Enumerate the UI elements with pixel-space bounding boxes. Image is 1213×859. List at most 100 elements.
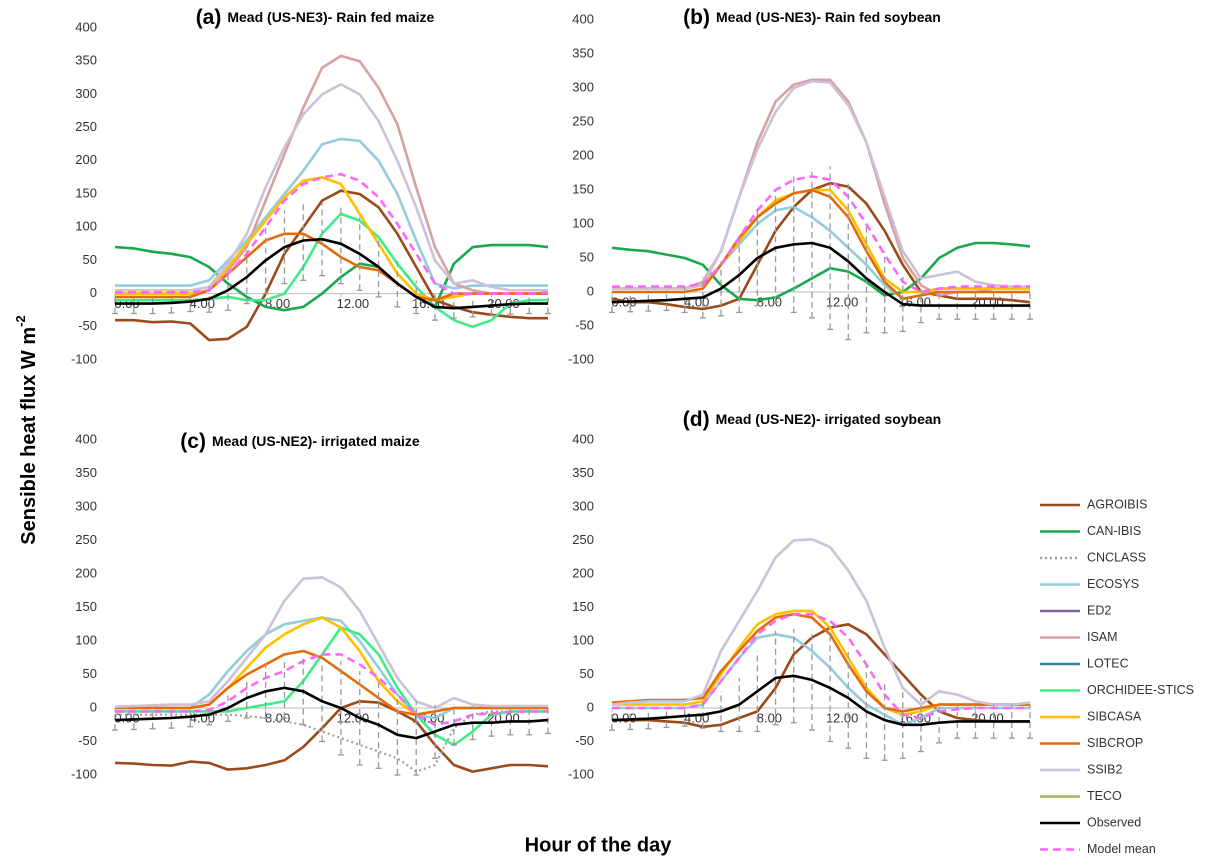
legend-label: CNCLASS [1087, 550, 1146, 564]
y-tick-label: 350 [75, 465, 97, 480]
error-bar [243, 250, 250, 305]
panel-title-text: Mead (US-NE2)- irrigated soybean [716, 411, 942, 427]
y-tick-label: -50 [78, 318, 97, 333]
y-tick-label: -100 [568, 766, 594, 781]
legend-label: LOTEC [1087, 656, 1129, 670]
error-bar [736, 677, 743, 733]
y-tick-label: 350 [75, 53, 97, 68]
y-tick-label: 400 [572, 11, 594, 26]
series-line [115, 189, 548, 342]
y-axis-title: Sensible heat flux W m-2 [13, 315, 40, 544]
series-line [115, 172, 549, 295]
y-tick-label: 350 [572, 45, 594, 60]
series-line [611, 537, 1031, 706]
series-line [612, 633, 1030, 727]
error-bar [130, 293, 137, 315]
panel-letter: (a) [196, 6, 222, 29]
series-line [612, 205, 1030, 301]
legend-label: SIBCROP [1087, 736, 1143, 750]
error-bar [488, 295, 495, 317]
y-tick-label: 150 [75, 599, 97, 614]
error-bar [337, 661, 344, 756]
error-bar [718, 261, 725, 317]
series-line [115, 237, 548, 310]
legend-label: CAN-IBIS [1087, 524, 1141, 538]
error-bar [224, 270, 231, 311]
series-line [115, 83, 548, 292]
y-tick-label: 200 [572, 565, 594, 580]
error-bar [790, 628, 797, 724]
series-line [114, 686, 549, 740]
y-tick-label: 0 [587, 699, 594, 714]
panel-title: (c) Mead (US-NE2)- irrigated maize [180, 430, 420, 453]
error-bar [112, 293, 118, 315]
series-line [115, 137, 548, 290]
error-bar [432, 704, 439, 759]
series-line [612, 623, 1030, 729]
legend-label: Model mean [1087, 842, 1156, 856]
error-bar [845, 183, 852, 341]
y-tick-label: -50 [78, 733, 97, 748]
error-bar [790, 176, 797, 314]
legend-label: TECO [1087, 789, 1122, 803]
x-tick-label: 12.00 [337, 710, 370, 725]
error-bar [917, 697, 924, 753]
y-tick-label: 300 [572, 498, 594, 513]
error-bar [300, 200, 307, 281]
error-bar [356, 217, 363, 291]
series-line [115, 649, 548, 716]
error-bar [450, 298, 457, 319]
y-tick-label: 300 [75, 498, 97, 513]
y-tick-label: 0 [90, 699, 97, 714]
panel-letter: (c) [180, 430, 206, 453]
error-bar [954, 704, 961, 739]
legend-label: Observed [1087, 815, 1141, 829]
y-tick-label: 400 [75, 431, 97, 446]
x-tick-label: 0.00 [611, 710, 636, 725]
series-line [612, 79, 1030, 290]
error-bar [469, 705, 476, 741]
x-tick-label: 12.00 [337, 296, 370, 311]
panel-title: (a) Mead (US-NE3)- Rain fed maize [196, 6, 435, 29]
y-tick-label: 300 [75, 86, 97, 101]
y-tick-label: 200 [75, 152, 97, 167]
y-tick-label: 100 [572, 632, 594, 647]
legend-label: SSIB2 [1087, 762, 1122, 776]
y-tick-label: 100 [75, 219, 97, 234]
y-tick-label: 250 [572, 532, 594, 547]
series-line [115, 616, 548, 720]
y-tick-label: 200 [75, 565, 97, 580]
y-tick-label: 150 [572, 599, 594, 614]
y-tick-label: 250 [572, 113, 594, 128]
error-bar [1027, 704, 1033, 739]
y-tick-label: 0 [587, 283, 594, 298]
y-tick-label: 350 [572, 465, 594, 480]
error-bar [149, 293, 156, 315]
error-bar [972, 704, 979, 739]
error-bar [754, 210, 761, 307]
x-tick-label: 8.00 [757, 710, 782, 725]
y-tick-label: 250 [75, 119, 97, 134]
y-axis-title-text: Sensible heat flux W m [18, 327, 40, 545]
error-bar [507, 294, 514, 315]
error-bar [772, 630, 779, 726]
series-line [611, 241, 1030, 307]
error-bar [1008, 704, 1015, 739]
error-bar [469, 296, 476, 318]
y-tick-label: 100 [75, 632, 97, 647]
y-tick-label: 50 [83, 252, 97, 267]
y-tick-label: 400 [572, 431, 594, 446]
legend-label: SIBCASA [1087, 709, 1142, 723]
y-tick-label: 150 [75, 185, 97, 200]
error-bar [337, 203, 344, 285]
y-tick-label: -50 [575, 317, 594, 332]
y-tick-label: -100 [71, 351, 97, 366]
error-bar [319, 202, 326, 277]
series-line [115, 616, 548, 716]
x-axis-title: Hour of the day [525, 834, 673, 856]
y-axis-title-sup: -2 [13, 315, 28, 327]
y-tick-label: -100 [568, 351, 594, 366]
series-line [114, 243, 549, 312]
error-bar [736, 237, 743, 314]
